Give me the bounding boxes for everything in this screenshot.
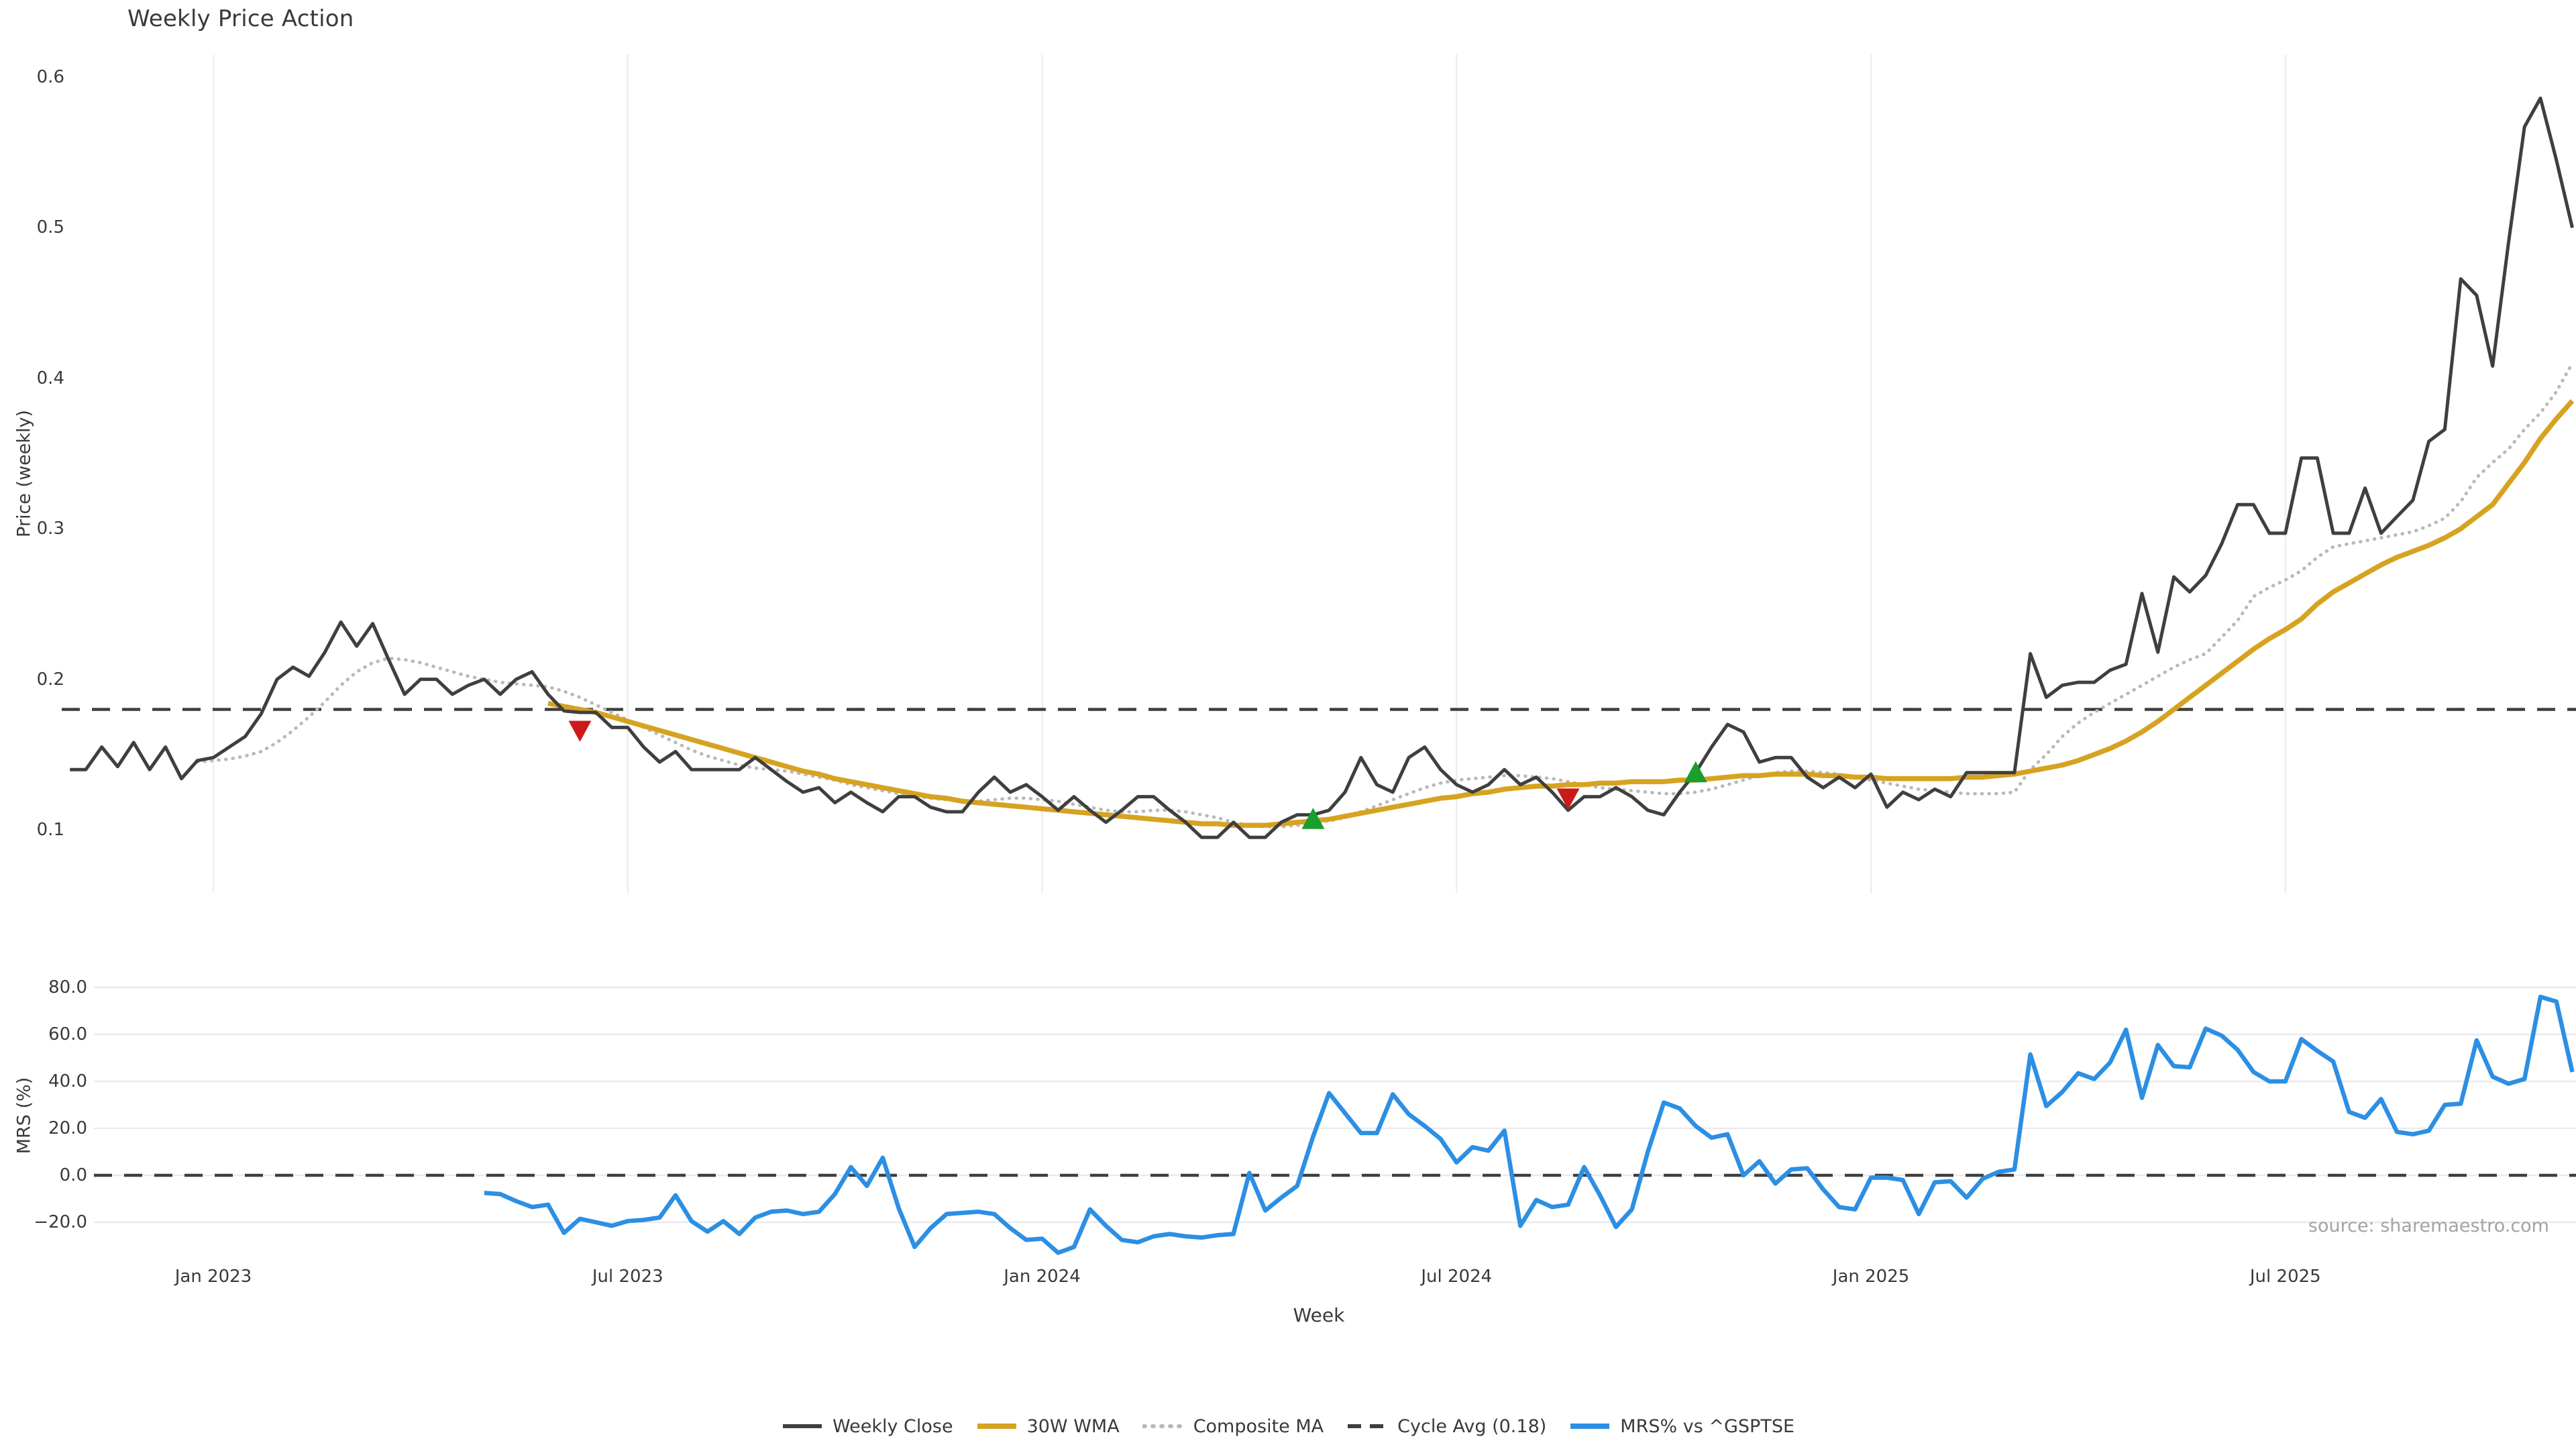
legend-label: Cycle Avg (0.18) xyxy=(1397,1415,1547,1437)
legend-swatch-solid-thick xyxy=(1570,1424,1610,1429)
weekly-close-line xyxy=(70,96,2574,839)
legend-label: 30W WMA xyxy=(1026,1415,1120,1437)
legend-label: Weekly Close xyxy=(832,1415,953,1437)
x-tick: Jan 2024 xyxy=(1004,1267,1081,1287)
legend-item-weekly-close: Weekly Close xyxy=(782,1416,953,1437)
sell-marker xyxy=(1556,788,1580,810)
x-tick: Jul 2024 xyxy=(1421,1267,1493,1287)
mrs-y-tick: 20.0 xyxy=(48,1118,87,1138)
buy-marker xyxy=(1301,808,1325,829)
source-note: source: sharemaestro.com xyxy=(2308,1216,2549,1236)
legend-label: Composite MA xyxy=(1193,1415,1324,1437)
x-tick: Jan 2025 xyxy=(1832,1267,1910,1287)
price-y-tick: 0.6 xyxy=(36,67,64,87)
legend-swatch-dashed xyxy=(1348,1424,1387,1428)
mrs-y-tick: 40.0 xyxy=(48,1071,87,1091)
price-axis-title: Price (weekly) xyxy=(13,410,35,537)
mrs-line xyxy=(484,994,2575,1255)
price-y-tick: 0.1 xyxy=(36,820,64,840)
legend: Weekly Close 30W WMA Composite MA Cycle Avg… xyxy=(0,1407,2576,1445)
x-tick: Jul 2023 xyxy=(592,1267,663,1287)
legend-label: MRS% vs ^GSPTSE xyxy=(1620,1415,1795,1437)
price-y-tick: 0.5 xyxy=(36,217,64,238)
mrs-y-tick: 80.0 xyxy=(48,977,87,998)
x-axis-title: Week xyxy=(1293,1304,1345,1326)
buy-marker xyxy=(1684,761,1707,783)
x-tick: Jul 2025 xyxy=(2249,1267,2321,1287)
legend-swatch-solid-thick xyxy=(977,1424,1016,1429)
legend-item-30w-wma: 30W WMA xyxy=(976,1416,1120,1437)
x-tick: Jan 2023 xyxy=(174,1267,252,1287)
mrs-y-tick: 0.0 xyxy=(59,1165,87,1185)
legend-item-cycle-avg-0-18-: Cycle Avg (0.18) xyxy=(1346,1416,1546,1437)
mrs-axis-title: MRS (%) xyxy=(13,1077,35,1155)
page-title: Weekly Price Action xyxy=(127,5,354,32)
wma-30w-line xyxy=(547,399,2575,828)
legend-item-mrs-vs-gsptse: MRS% vs ^GSPTSE xyxy=(1569,1416,1794,1437)
price-y-tick: 0.3 xyxy=(36,519,64,539)
mrs-y-tick: 60.0 xyxy=(48,1024,87,1044)
mrs-y-tick: −20.0 xyxy=(34,1212,87,1232)
price-y-tick: 0.4 xyxy=(36,368,64,388)
legend-swatch-solid xyxy=(782,1424,822,1428)
legend-swatch-dotted xyxy=(1142,1424,1184,1428)
price-y-tick: 0.2 xyxy=(36,669,64,690)
composite-ma-line xyxy=(195,361,2574,828)
legend-item-composite-ma: Composite MA xyxy=(1142,1416,1324,1437)
sell-marker xyxy=(568,720,592,742)
